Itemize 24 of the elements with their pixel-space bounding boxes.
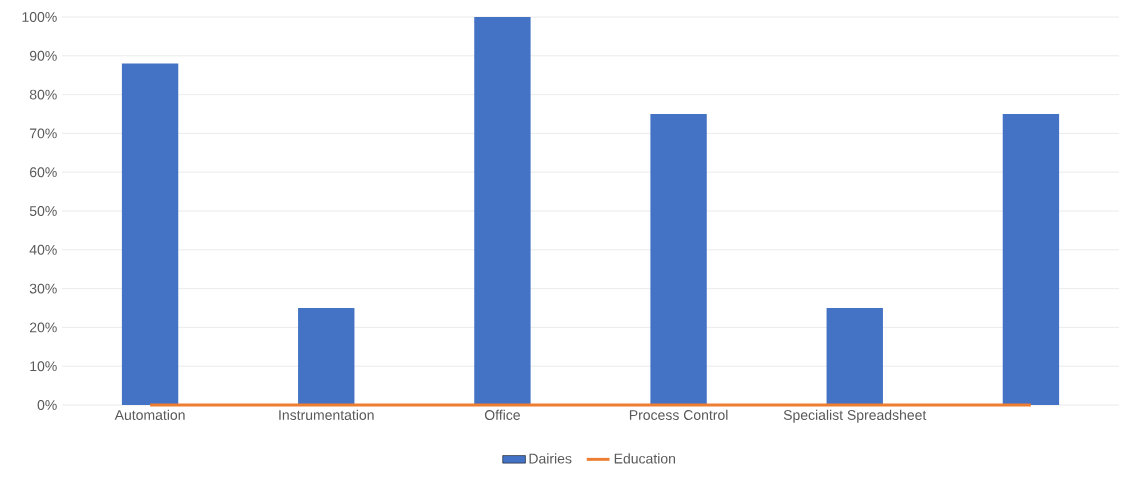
bar: [298, 308, 355, 405]
legend-label: Education: [614, 453, 675, 464]
y-tick-label: 60%: [29, 167, 57, 178]
x-tick-label: Instrumentation: [279, 409, 374, 420]
y-tick-label: 70%: [29, 128, 57, 139]
y-tick-label: 100%: [22, 12, 57, 22]
y-tick-label: 80%: [29, 89, 57, 100]
x-tick-label: Office: [484, 409, 520, 420]
y-tick-label: 30%: [29, 283, 57, 294]
bar: [826, 308, 883, 405]
y-tick-label: 50%: [29, 206, 57, 216]
y-tick-label: 90%: [29, 50, 57, 61]
x-tick-label: Process Control: [629, 409, 728, 420]
y-tick-label: 10%: [30, 361, 57, 372]
x-tick-label: Specialist Spreadsheet: [783, 409, 927, 423]
bar: [1002, 114, 1060, 405]
bar: [121, 63, 179, 405]
legend-label: Dairies: [529, 453, 572, 464]
y-tick-label: 0%: [37, 400, 57, 410]
x-tick-label: Automation: [114, 409, 185, 420]
bar: [474, 17, 531, 405]
y-tick-label: 40%: [29, 244, 57, 255]
y-tick-label: 20%: [29, 322, 57, 333]
bar: [650, 114, 707, 405]
